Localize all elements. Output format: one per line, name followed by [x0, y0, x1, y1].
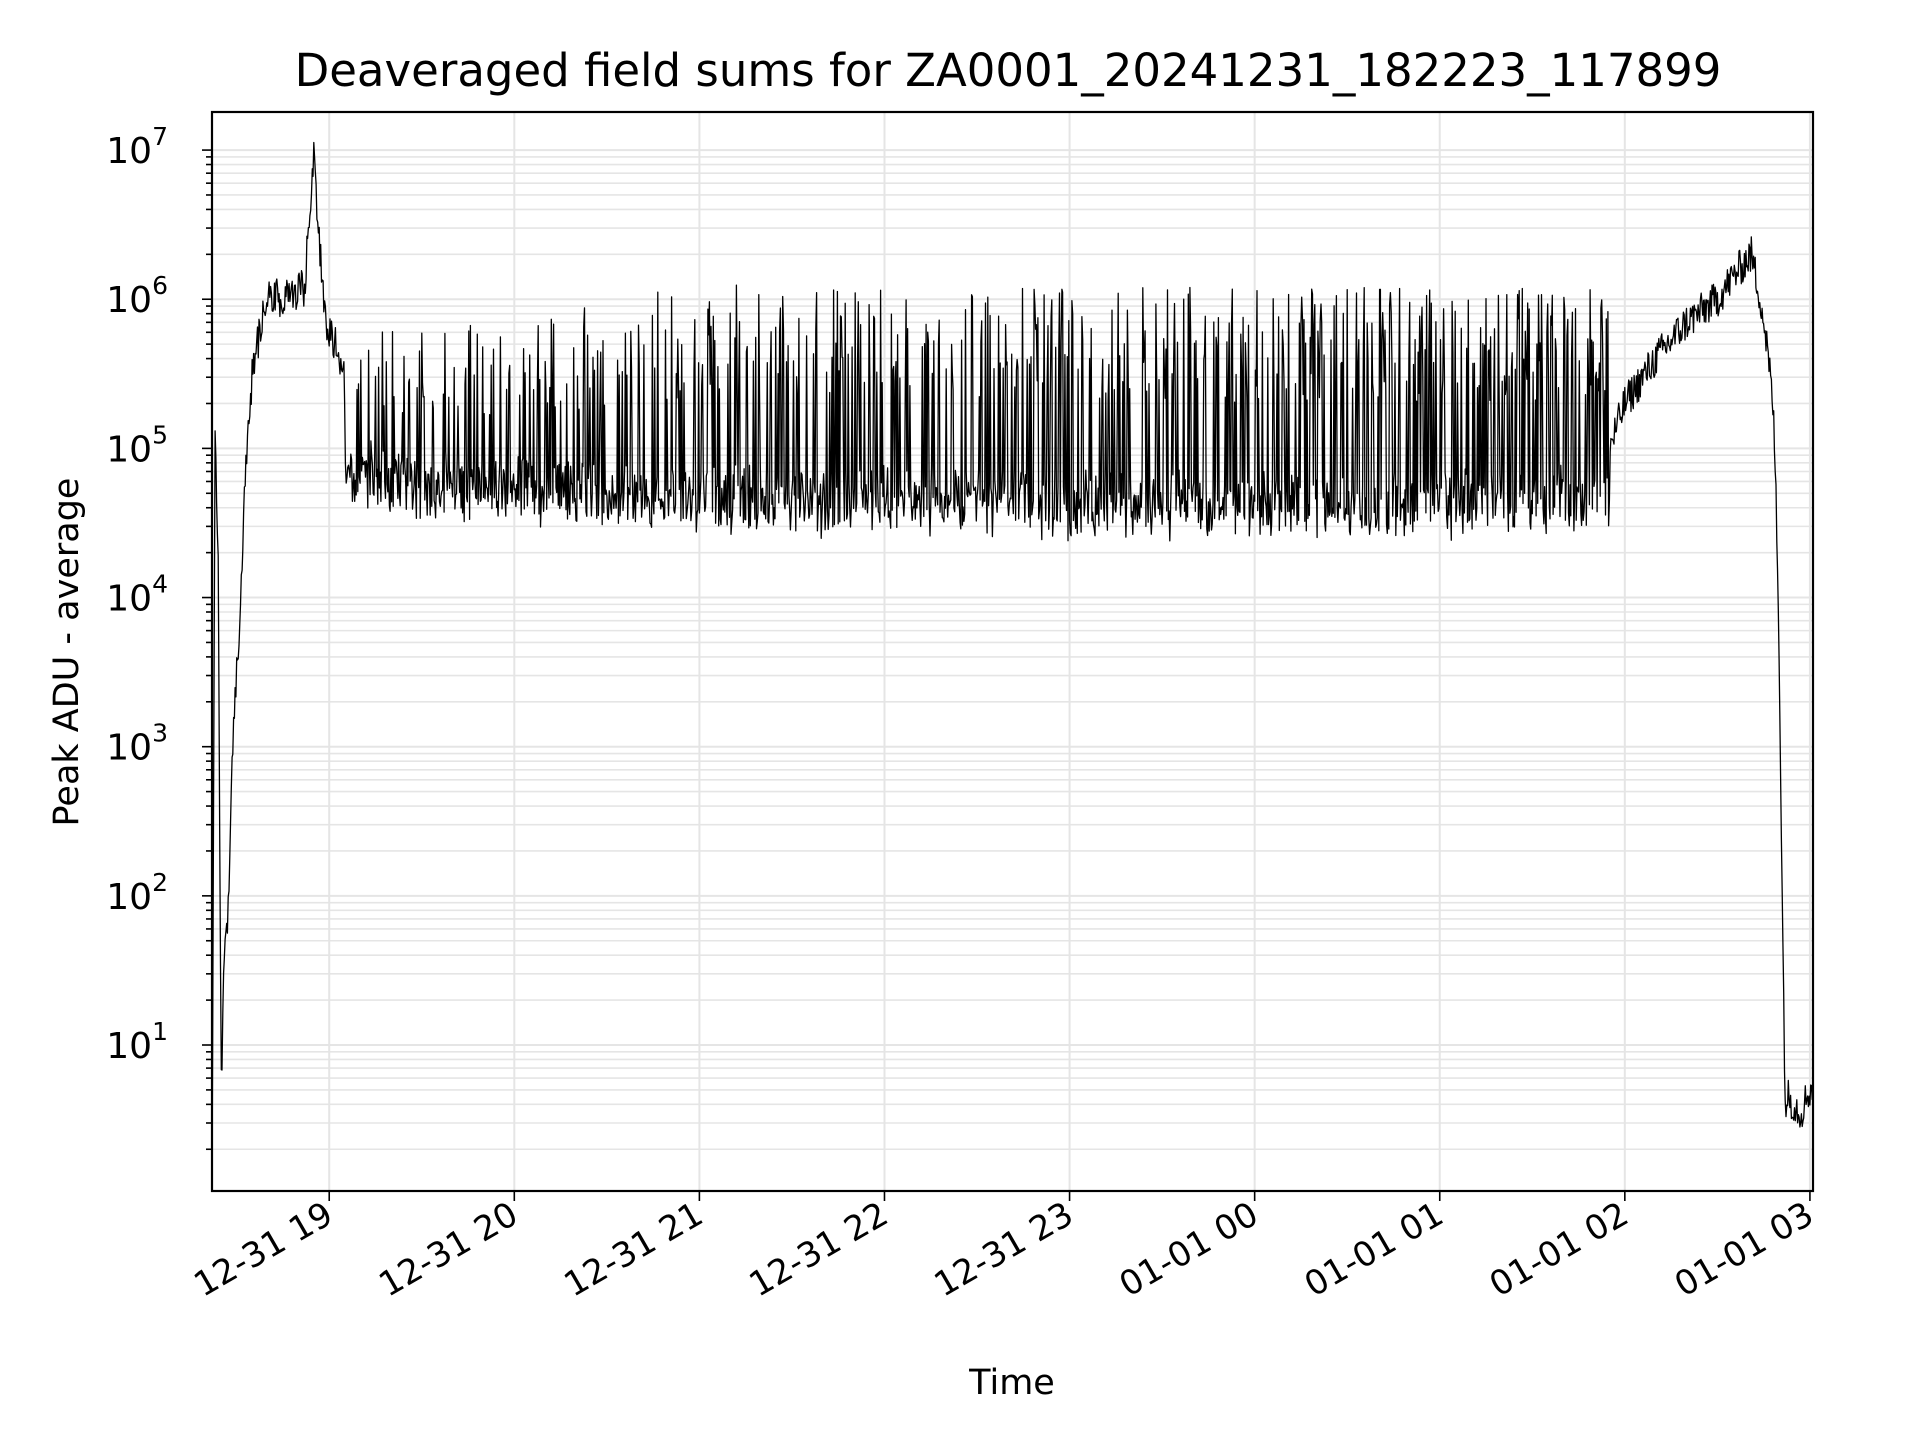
- data-series: [211, 141, 1814, 1192]
- y-tick-label: 101: [106, 1017, 168, 1067]
- x-axis-label: Time: [968, 1363, 1055, 1403]
- y-tick-label: 105: [106, 420, 168, 470]
- chart-title: Deaveraged field sums for ZA0001_2024123…: [295, 44, 1722, 97]
- grid: [212, 112, 1813, 1191]
- y-tick-label: 107: [106, 122, 168, 172]
- y-axis-label: Peak ADU - average: [47, 478, 87, 827]
- y-axis-ticks: 101 102 103 104 105 106 107: [106, 122, 212, 1151]
- plot-frame: [210, 110, 1815, 1193]
- y-tick-label: 106: [106, 271, 168, 321]
- y-tick-label: 102: [106, 868, 168, 918]
- series-line: [211, 141, 1814, 1192]
- y-tick-label: 104: [106, 570, 168, 620]
- y-tick-label: 103: [106, 719, 168, 769]
